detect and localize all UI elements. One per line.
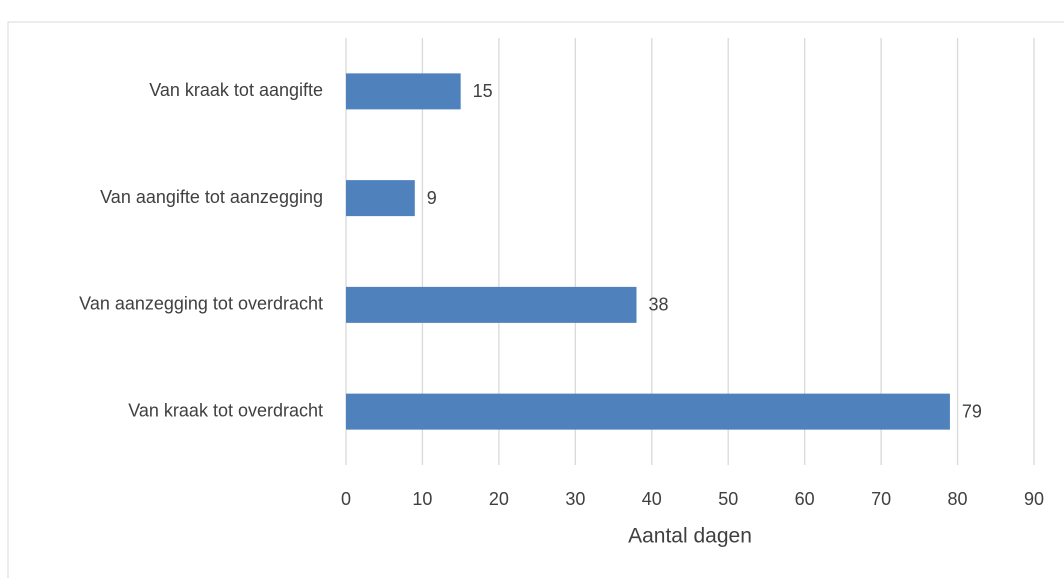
value-label: 15 bbox=[473, 81, 493, 101]
y-tick-label: Van kraak tot overdracht bbox=[128, 400, 323, 420]
x-axis-label: Aantal dagen bbox=[628, 525, 752, 548]
x-tick-label: 70 bbox=[871, 489, 891, 509]
y-tick-label: Van aanzegging tot overdracht bbox=[79, 294, 323, 314]
x-tick-label: 20 bbox=[489, 489, 509, 509]
value-label: 79 bbox=[962, 401, 982, 421]
x-tick-label: 30 bbox=[565, 489, 585, 509]
bar bbox=[346, 393, 950, 430]
value-label: 38 bbox=[648, 295, 668, 315]
x-tick-label: 60 bbox=[795, 489, 815, 509]
x-tick-label: 50 bbox=[718, 489, 738, 509]
bar bbox=[346, 286, 637, 323]
x-tick-label: 80 bbox=[948, 489, 968, 509]
bar bbox=[346, 180, 415, 217]
y-tick-label: Van kraak tot aangifte bbox=[149, 80, 323, 100]
value-label: 9 bbox=[427, 188, 437, 208]
x-tick-label: 90 bbox=[1024, 489, 1044, 509]
y-tick-label: Van aangifte tot aanzegging bbox=[100, 187, 323, 207]
bar bbox=[346, 73, 461, 110]
x-tick-label: 40 bbox=[642, 489, 662, 509]
chart-border bbox=[7, 21, 1064, 578]
x-tick-label: 0 bbox=[341, 489, 351, 509]
x-tick-label: 10 bbox=[412, 489, 432, 509]
